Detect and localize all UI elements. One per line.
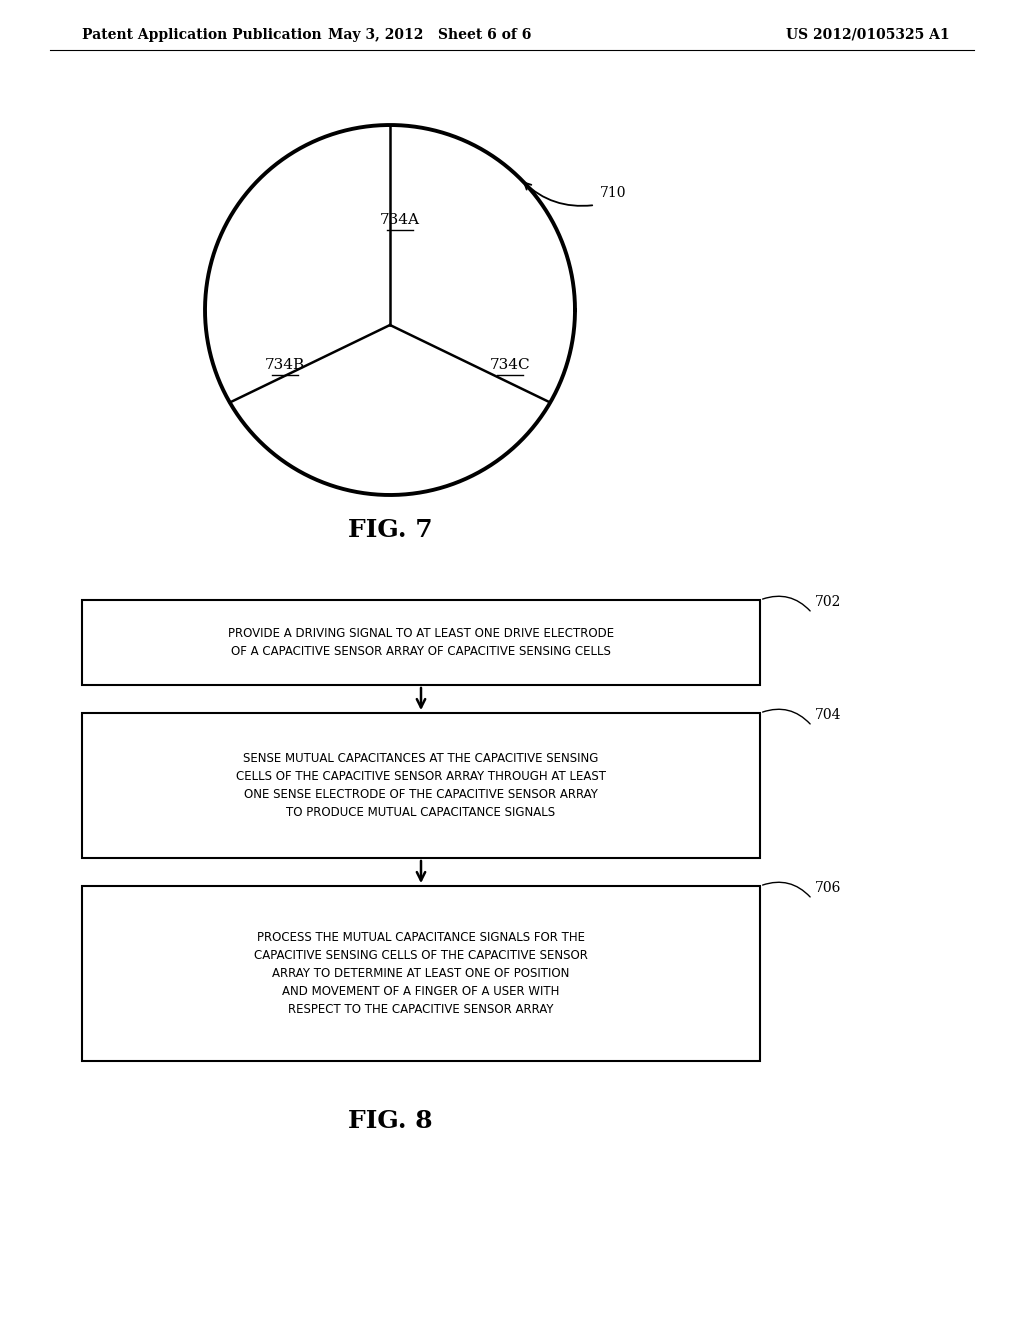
Text: 710: 710	[600, 186, 627, 201]
Bar	[82, 713, 760, 858]
FancyArrowPatch shape	[763, 597, 810, 611]
FancyArrowPatch shape	[763, 709, 810, 723]
Bar	[82, 601, 760, 685]
Text: Patent Application Publication: Patent Application Publication	[82, 28, 322, 42]
FancyArrowPatch shape	[763, 882, 810, 898]
Text: 706: 706	[815, 880, 842, 895]
Text: May 3, 2012   Sheet 6 of 6: May 3, 2012 Sheet 6 of 6	[329, 28, 531, 42]
Text: PROCESS THE MUTUAL CAPACITANCE SIGNALS FOR THE
CAPACITIVE SENSING CELLS OF THE C: PROCESS THE MUTUAL CAPACITANCE SIGNALS F…	[254, 931, 588, 1016]
Text: 734B: 734B	[265, 358, 305, 372]
Bar	[82, 886, 760, 1061]
Text: 734A: 734A	[380, 213, 420, 227]
FancyArrowPatch shape	[524, 182, 592, 206]
Text: 704: 704	[815, 708, 842, 722]
Text: 734C: 734C	[489, 358, 530, 372]
Text: PROVIDE A DRIVING SIGNAL TO AT LEAST ONE DRIVE ELECTRODE
OF A CAPACITIVE SENSOR : PROVIDE A DRIVING SIGNAL TO AT LEAST ONE…	[228, 627, 614, 657]
Text: FIG. 7: FIG. 7	[348, 517, 432, 543]
Text: FIG. 8: FIG. 8	[348, 1109, 432, 1133]
Text: US 2012/0105325 A1: US 2012/0105325 A1	[786, 28, 950, 42]
Text: 702: 702	[815, 595, 842, 609]
Text: SENSE MUTUAL CAPACITANCES AT THE CAPACITIVE SENSING
CELLS OF THE CAPACITIVE SENS: SENSE MUTUAL CAPACITANCES AT THE CAPACIT…	[236, 752, 606, 818]
